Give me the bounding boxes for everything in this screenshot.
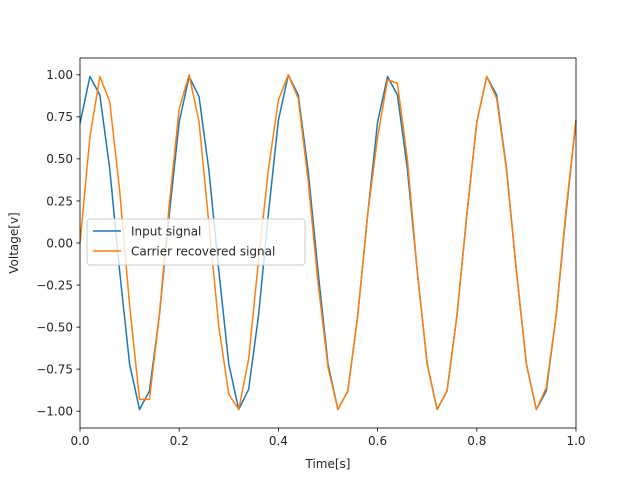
y-tick-label: 0.00 bbox=[46, 236, 73, 250]
y-axis: −1.00 −0.75 −0.50 −0.25 0.00 0.25 0.50 0.75 1.00 bbox=[36, 68, 80, 418]
y-tick-label: −1.00 bbox=[36, 404, 73, 418]
y-tick-label: −0.75 bbox=[36, 362, 73, 376]
x-axis-label: Time[s] bbox=[305, 457, 351, 471]
x-tick-label: 1.0 bbox=[566, 434, 585, 448]
legend-label-2: Carrier recovered signal bbox=[131, 244, 275, 258]
x-tick-label: 0.6 bbox=[368, 434, 387, 448]
y-tick-label: 0.50 bbox=[46, 152, 73, 166]
y-axis-label: Voltage[v] bbox=[7, 212, 21, 273]
legend-box bbox=[86, 218, 306, 266]
x-tick-label: 0.8 bbox=[467, 434, 486, 448]
series-line-2 bbox=[79, 74, 577, 411]
y-tick-label: −0.25 bbox=[36, 278, 73, 292]
legend: Input signal Carrier recovered signal bbox=[86, 218, 306, 266]
y-tick-label: 1.00 bbox=[46, 68, 73, 82]
y-tick-label: −0.50 bbox=[36, 320, 73, 334]
x-tick-label: 0.0 bbox=[70, 434, 89, 448]
x-axis: 0.0 0.2 0.4 0.6 0.8 1.0 bbox=[70, 428, 586, 448]
y-tick-label: 0.75 bbox=[46, 110, 73, 124]
y-tick-label: 0.25 bbox=[46, 194, 73, 208]
x-tick-label: 0.2 bbox=[170, 434, 189, 448]
series-layer bbox=[79, 74, 577, 411]
x-tick-label: 0.4 bbox=[269, 434, 288, 448]
legend-label-1: Input signal bbox=[131, 224, 201, 238]
